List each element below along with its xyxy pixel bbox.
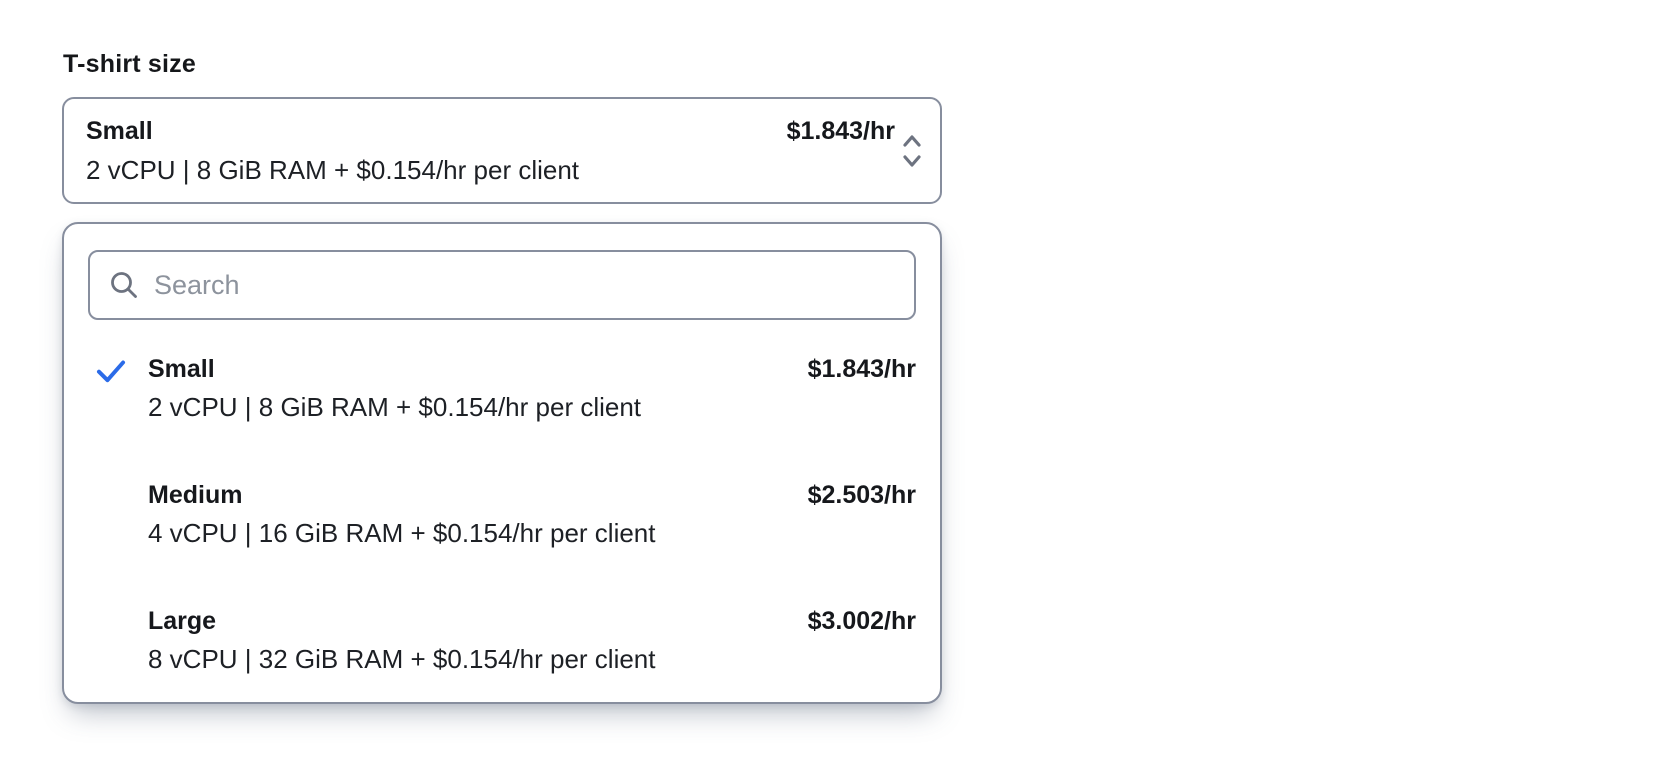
option-name: Medium <box>148 481 243 509</box>
option-price: $1.843/hr <box>807 355 916 383</box>
option-row-medium[interactable]: Medium $2.503/hr 4 vCPU | 16 GiB RAM + $… <box>88 462 916 566</box>
search-input[interactable] <box>154 269 896 301</box>
chevron-up-down-icon <box>900 131 924 171</box>
tshirt-size-select-trigger[interactable]: Small $1.843/hr 2 vCPU | 8 GiB RAM + $0.… <box>62 97 942 204</box>
option-description: 2 vCPU | 8 GiB RAM + $0.154/hr per clien… <box>148 392 642 422</box>
option-price: $2.503/hr <box>807 481 916 509</box>
option-row-large[interactable]: Large $3.002/hr 8 vCPU | 32 GiB RAM + $0… <box>88 588 916 692</box>
option-name: Large <box>148 607 217 635</box>
selected-option-row: Small $1.843/hr <box>86 112 895 151</box>
options-list: Small $1.843/hr 2 vCPU | 8 GiB RAM + $0.… <box>64 336 940 692</box>
check-icon <box>94 354 128 388</box>
search-box[interactable] <box>88 250 916 320</box>
selected-option-name: Small <box>86 117 153 145</box>
field-label: T-shirt size <box>63 50 196 78</box>
option-name: Small <box>148 355 215 383</box>
selected-option-description: 2 vCPU | 8 GiB RAM + $0.154/hr per clien… <box>86 155 580 185</box>
option-price: $3.002/hr <box>807 607 916 635</box>
option-description: 4 vCPU | 16 GiB RAM + $0.154/hr per clie… <box>148 518 656 548</box>
option-description: 8 vCPU | 32 GiB RAM + $0.154/hr per clie… <box>148 644 656 674</box>
option-row-small[interactable]: Small $1.843/hr 2 vCPU | 8 GiB RAM + $0.… <box>88 336 916 440</box>
search-icon <box>108 269 140 301</box>
selected-option-price: $1.843/hr <box>786 117 895 145</box>
size-dropdown-panel: Small $1.843/hr 2 vCPU | 8 GiB RAM + $0.… <box>62 222 942 704</box>
